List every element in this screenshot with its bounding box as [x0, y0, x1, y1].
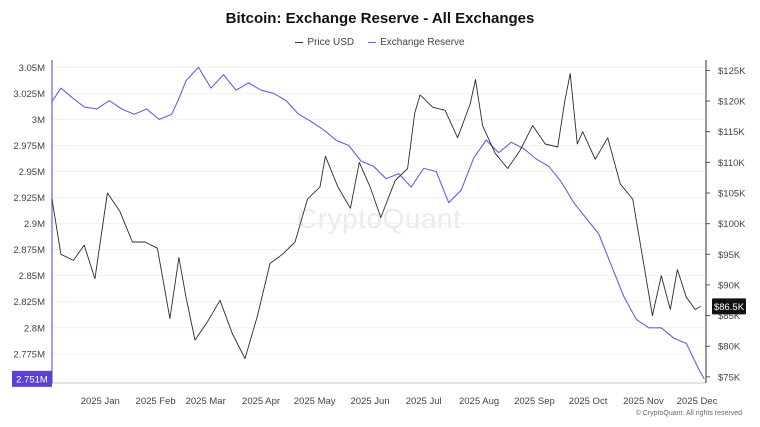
y-left-tick-label: 2.9M	[24, 219, 45, 230]
x-tick-label: 2025 Jul	[406, 396, 442, 407]
y-right-tick-label: $115K	[718, 127, 745, 138]
copyright-notice: © CryptoQuant. All rights reserved	[635, 410, 742, 417]
legend: Price USD Exchange Reserve	[0, 37, 760, 48]
y-right-tick-label: $105K	[718, 189, 746, 200]
legend-label-price: Price USD	[307, 37, 355, 48]
y-right-tick-label: $90K	[718, 280, 741, 291]
legend-item-reserve[interactable]: Exchange Reserve	[368, 37, 465, 48]
current-price-label: $86.5K	[714, 302, 745, 313]
y-left-tick-label: 2.825M	[13, 297, 45, 308]
y-right-tick-label: $110K	[718, 158, 745, 169]
y-right-tick-label: $80K	[718, 342, 741, 353]
current-reserve-label: 2.751M	[16, 374, 48, 385]
y-left-tick-label: 2.775M	[13, 349, 45, 360]
y-right-tick-label: $75K	[718, 372, 741, 383]
y-left-tick-label: 3.05M	[19, 63, 45, 74]
y-right-tick-label: $125K	[718, 66, 746, 77]
y-left-tick-label: 2.85M	[19, 271, 45, 282]
legend-swatch-price	[295, 42, 304, 43]
x-tick-label: 2025 Mar	[186, 396, 226, 407]
y-left-tick-label: 2.925M	[13, 193, 45, 204]
y-left-tick-label: 2.8M	[24, 323, 45, 334]
legend-item-price[interactable]: Price USD	[295, 37, 354, 48]
x-tick-label: 2025 Nov	[623, 396, 664, 407]
chart-title: Bitcoin: Exchange Reserve - All Exchange…	[225, 10, 535, 27]
x-tick-label: 2025 Feb	[136, 396, 176, 407]
x-tick-label: 2025 Jun	[351, 396, 390, 407]
y-right-tick-label: $100K	[718, 219, 746, 230]
y-right-tick-label: $95K	[718, 250, 741, 261]
current-reserve-badge	[12, 370, 52, 387]
x-tick-label: 2025 May	[294, 396, 336, 407]
series-line-exchange-reserve	[51, 66, 705, 380]
legend-swatch-reserve	[368, 42, 377, 43]
x-tick-label: 2025 Dec	[677, 396, 718, 407]
y-left-tick-label: 3.025M	[13, 89, 45, 100]
series-line-price-usd	[51, 73, 701, 359]
watermark: CryptoQuant	[297, 203, 462, 234]
y-left-tick-label: 3M	[32, 115, 45, 126]
y-right-tick-label: $85K	[718, 311, 741, 322]
y-left-tick-label: 2.95M	[19, 167, 45, 178]
y-left-tick-label: 2.975M	[13, 141, 45, 152]
y-right-tick-label: $120K	[718, 97, 746, 108]
current-price-badge	[712, 298, 746, 315]
legend-label-reserve: Exchange Reserve	[380, 37, 465, 48]
x-tick-label: 2025 Oct	[569, 396, 608, 407]
x-tick-label: 2025 Aug	[459, 396, 499, 407]
x-tick-label: 2025 Jan	[81, 396, 120, 407]
x-tick-label: 2025 Apr	[242, 396, 280, 407]
x-tick-label: 2025 Sep	[514, 396, 555, 407]
y-left-tick-label: 2.875M	[13, 245, 45, 256]
